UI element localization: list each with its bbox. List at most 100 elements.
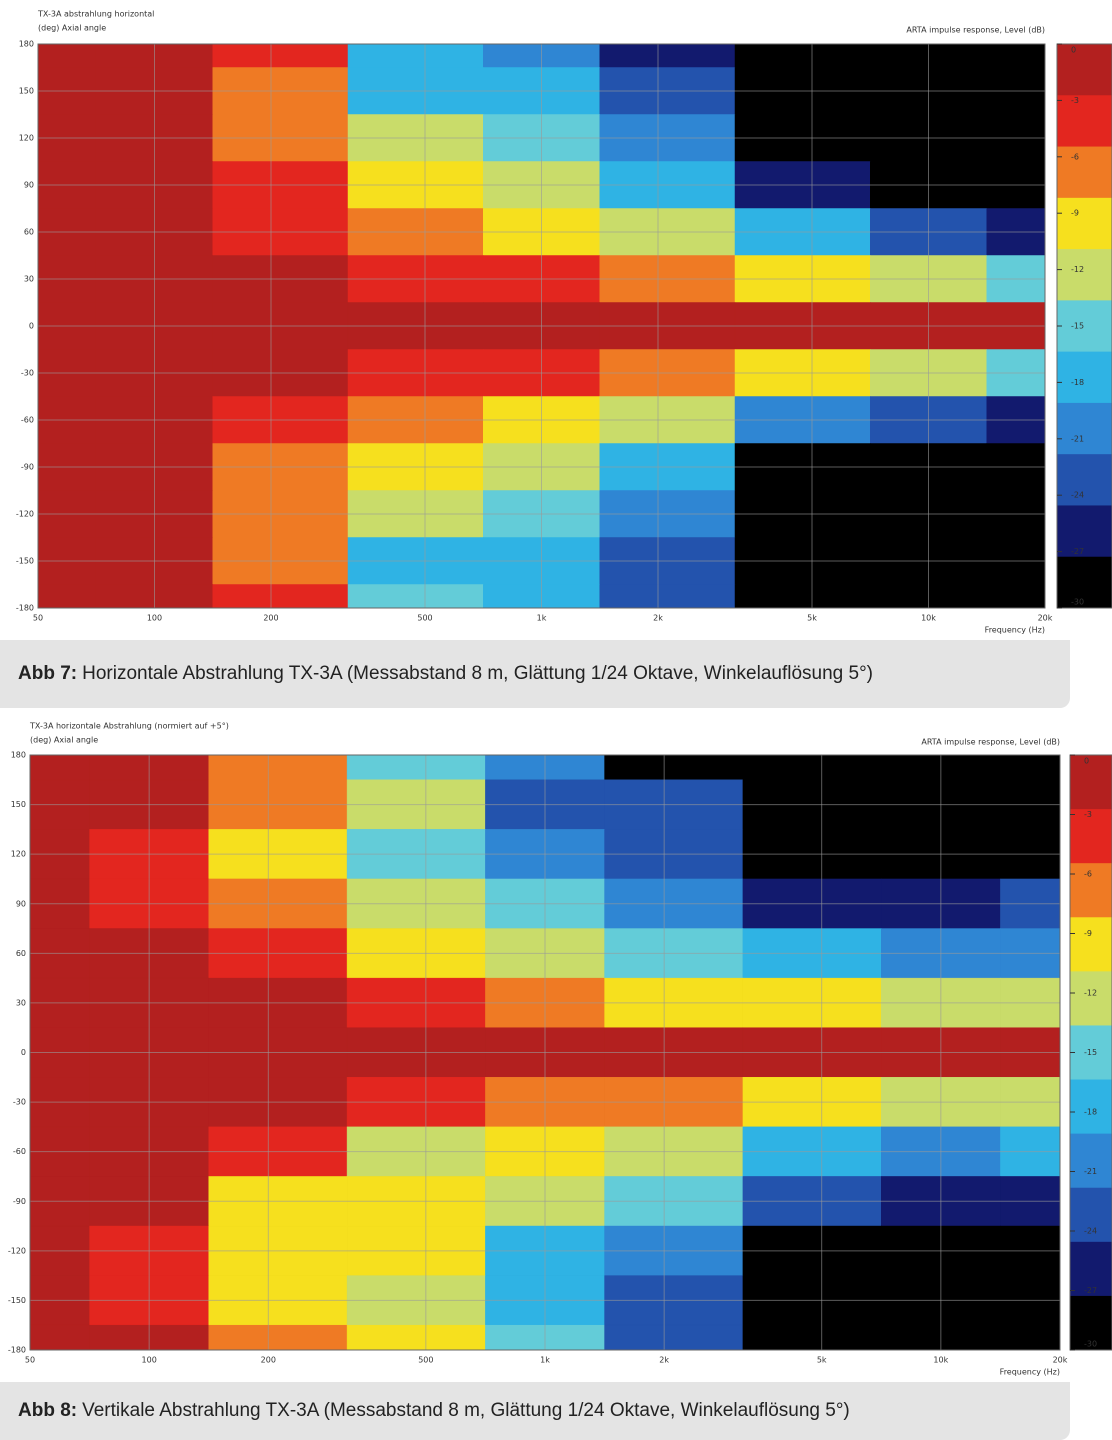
colorbar-tick-label: -12 [1084, 989, 1097, 998]
colorbar-tick-label: -9 [1084, 929, 1092, 938]
heat-cell [1000, 1324, 1061, 1351]
colorbar-band [1057, 300, 1112, 353]
colorbar-band [1070, 755, 1112, 810]
y-tick-label: 180 [19, 40, 34, 49]
heat-cell [37, 43, 97, 68]
y-tick-label: 90 [24, 181, 34, 190]
colorbar-band [1057, 197, 1112, 250]
heat-cell [347, 584, 484, 609]
x-tick-label: 50 [33, 614, 43, 623]
y-tick-label: -60 [21, 416, 34, 425]
y-tick-label: -120 [16, 510, 34, 519]
x-tick-label: 2k [653, 614, 663, 623]
colorbar-label: ARTA impulse response, Level (dB) [906, 26, 1045, 35]
colorbar-band [1070, 1187, 1112, 1243]
colorbar-band [1057, 351, 1112, 404]
colorbar-tick-label: -24 [1084, 1227, 1097, 1236]
colorbar-tick-label: -27 [1084, 1286, 1097, 1295]
heat-cell [346, 754, 486, 781]
heat-cell [599, 43, 736, 68]
y-tick-label: 120 [11, 850, 26, 859]
y-tick-label: 60 [16, 949, 26, 958]
y-tick-label: -60 [13, 1147, 26, 1156]
y-tick-label: -90 [13, 1197, 26, 1206]
colorbar-tick-label: -30 [1071, 598, 1084, 607]
y-tick-label: 30 [16, 998, 26, 1007]
x-tick-label: 200 [261, 1356, 276, 1365]
colorbar-band [1070, 1241, 1112, 1297]
colorbar-tick-label: -6 [1084, 870, 1092, 879]
colorbar-tick-label: -15 [1071, 322, 1084, 331]
colorbar-tick-label: -3 [1071, 96, 1079, 105]
colorbar-tick-label: -18 [1084, 1108, 1097, 1117]
heat-cell [604, 1324, 744, 1351]
heat-cell [37, 584, 97, 609]
caption: Abb 8: Vertikale Abstrahlung TX-3A (Messa… [0, 1382, 1070, 1440]
colorbar-tick-label: -3 [1084, 810, 1092, 819]
colorbar-band [1070, 1079, 1112, 1135]
x-tick-label: 10k [933, 1356, 948, 1365]
colorbar-band [1057, 556, 1112, 609]
x-axis-label: Frequency (Hz) [985, 626, 1045, 635]
y-tick-label: 150 [11, 800, 26, 809]
y-tick-label: 0 [21, 1048, 26, 1057]
heat-cell [29, 754, 90, 781]
colorbar-tick-label: -21 [1071, 434, 1084, 443]
colorbar-band [1057, 505, 1112, 558]
colorbar-tick-label: -24 [1071, 491, 1084, 500]
heat-cell [599, 584, 736, 609]
heat-cell [604, 754, 744, 781]
y-axis-label: (deg) Axial angle [30, 736, 98, 745]
colorbar-band [1057, 44, 1112, 96]
heat-cell [208, 1324, 348, 1351]
caption-text: Vertikale Abstrahlung TX-3A (Messabstand… [82, 1400, 850, 1421]
caption: Abb 7: Horizontale Abstrahlung TX-3A (Mes… [0, 640, 1070, 708]
x-axis-label: Frequency (Hz) [1000, 1368, 1060, 1377]
x-tick-label: 5k [817, 1356, 827, 1365]
colorbar-tick-label: -15 [1084, 1048, 1097, 1057]
y-tick-label: 150 [19, 87, 34, 96]
y-tick-label: -120 [8, 1246, 26, 1255]
x-tick-label: 20k [1038, 614, 1053, 623]
chart-title: TX-3A horizontale Abstrahlung (normiert … [29, 722, 229, 731]
colorbar-band [1070, 863, 1112, 918]
colorbar-tick-label: -27 [1071, 547, 1084, 556]
heat-cell [986, 584, 1046, 609]
x-tick-label: 100 [142, 1356, 157, 1365]
colorbar-label: ARTA impulse response, Level (dB) [921, 738, 1060, 747]
x-tick-label: 10k [921, 614, 936, 623]
x-tick-label: 500 [418, 1356, 433, 1365]
x-tick-label: 1k [540, 1356, 550, 1365]
caption-text: Horizontale Abstrahlung TX-3A (Messabsta… [82, 663, 873, 684]
colorbar-tick-label: -18 [1071, 378, 1084, 387]
y-tick-label: 60 [24, 228, 34, 237]
x-tick-label: 100 [147, 614, 162, 623]
colorbar-band [1057, 454, 1112, 506]
x-tick-label: 20k [1053, 1356, 1068, 1365]
plot-frame [29, 754, 1061, 1351]
colorbar-band [1057, 146, 1112, 199]
y-tick-label: -150 [8, 1296, 26, 1305]
x-tick-label: 200 [263, 614, 278, 623]
colorbar-tick-label: 0 [1071, 46, 1076, 55]
heat-cell [742, 1324, 882, 1351]
y-tick-label: -30 [13, 1098, 26, 1107]
colorbar-band [1070, 1025, 1112, 1081]
y-tick-label: -90 [21, 463, 34, 472]
y-tick-label: 30 [24, 275, 34, 284]
y-tick-label: -180 [16, 604, 34, 613]
colorbar-band [1057, 402, 1112, 455]
colorbar-band [1070, 1295, 1112, 1351]
caption-label: Abb 7: [18, 663, 78, 684]
colorbar-band [1070, 1133, 1112, 1189]
heat-cell [212, 43, 349, 68]
heat-cell [347, 43, 484, 68]
heat-cell [346, 1324, 486, 1351]
caption-label: Abb 8: [18, 1400, 78, 1421]
y-tick-label: -150 [16, 557, 34, 566]
heat-cell [986, 43, 1046, 68]
colorbar-band [1070, 971, 1112, 1026]
heat-cell [29, 1324, 90, 1351]
y-tick-label: 180 [11, 751, 26, 760]
